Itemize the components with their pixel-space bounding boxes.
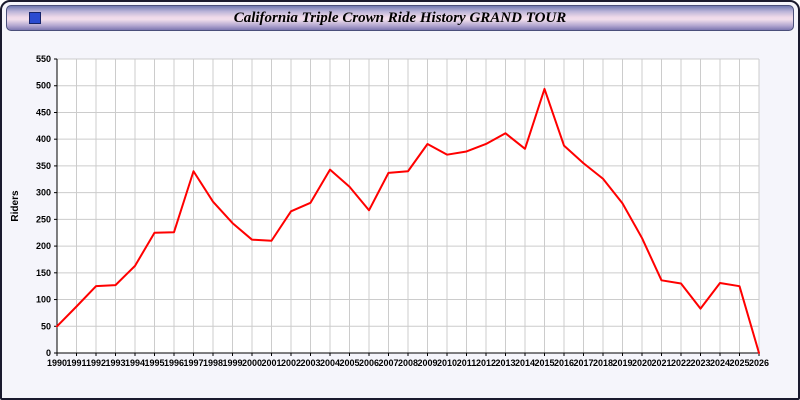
blue-square-icon (29, 12, 41, 24)
chart-container: 0 50 100 150 200 250 300 350 400 450 500 550 1990 199… (2, 34, 798, 398)
svg-text:2014: 2014 (515, 358, 535, 368)
svg-text:2021: 2021 (651, 358, 671, 368)
svg-text:2018: 2018 (593, 358, 613, 368)
svg-text:100: 100 (36, 295, 51, 305)
svg-text:1995: 1995 (144, 358, 164, 368)
y-axis-title: Riders (10, 190, 21, 222)
svg-text:2009: 2009 (417, 358, 437, 368)
svg-text:Riders: Riders (10, 190, 21, 222)
svg-text:400: 400 (36, 134, 51, 144)
svg-text:2022: 2022 (671, 358, 691, 368)
svg-text:1992: 1992 (86, 358, 106, 368)
svg-text:2019: 2019 (612, 358, 632, 368)
svg-text:0: 0 (46, 348, 51, 358)
svg-text:2015: 2015 (534, 358, 554, 368)
svg-text:2004: 2004 (320, 358, 340, 368)
svg-text:1997: 1997 (183, 358, 203, 368)
svg-text:2012: 2012 (476, 358, 496, 368)
page-title: California Triple Crown Ride History GRA… (233, 9, 567, 26)
svg-text:2026: 2026 (749, 358, 769, 368)
svg-text:2003: 2003 (300, 358, 320, 368)
svg-text:1993: 1993 (105, 358, 125, 368)
svg-text:2007: 2007 (378, 358, 398, 368)
svg-text:1999: 1999 (222, 358, 242, 368)
svg-text:2001: 2001 (261, 358, 281, 368)
svg-text:2025: 2025 (729, 358, 749, 368)
svg-text:350: 350 (36, 161, 51, 171)
svg-text:2017: 2017 (573, 358, 593, 368)
grid-lines (56, 58, 760, 354)
x-axis-labels: 1990 1991 1992 1993 1994 1995 1996 1997 1998 1999… (47, 353, 769, 368)
svg-text:500: 500 (36, 81, 51, 91)
title-bar: California Triple Crown Ride History GRA… (6, 5, 794, 31)
svg-text:2024: 2024 (710, 358, 730, 368)
svg-text:2020: 2020 (632, 358, 652, 368)
svg-text:2016: 2016 (554, 358, 574, 368)
svg-text:2005: 2005 (339, 358, 359, 368)
svg-text:2011: 2011 (457, 358, 477, 368)
riders-series-line (56, 87, 760, 354)
svg-text:150: 150 (36, 268, 51, 278)
svg-text:550: 550 (36, 54, 51, 64)
svg-text:2023: 2023 (690, 358, 710, 368)
svg-text:1991: 1991 (66, 358, 86, 368)
svg-text:2010: 2010 (437, 358, 457, 368)
y-axis-labels: 0 50 100 150 200 250 300 350 400 450 500 550 (36, 54, 57, 358)
svg-text:450: 450 (36, 107, 51, 117)
svg-text:2000: 2000 (242, 358, 262, 368)
svg-text:2013: 2013 (495, 358, 515, 368)
svg-text:250: 250 (36, 214, 51, 224)
svg-text:1996: 1996 (164, 358, 184, 368)
svg-text:2002: 2002 (281, 358, 301, 368)
svg-text:1990: 1990 (47, 358, 67, 368)
svg-text:50: 50 (41, 321, 51, 331)
svg-text:2006: 2006 (359, 358, 379, 368)
svg-text:300: 300 (36, 188, 51, 198)
svg-text:200: 200 (36, 241, 51, 251)
svg-text:2008: 2008 (398, 358, 418, 368)
svg-text:1994: 1994 (125, 358, 145, 368)
svg-text:1998: 1998 (203, 358, 223, 368)
